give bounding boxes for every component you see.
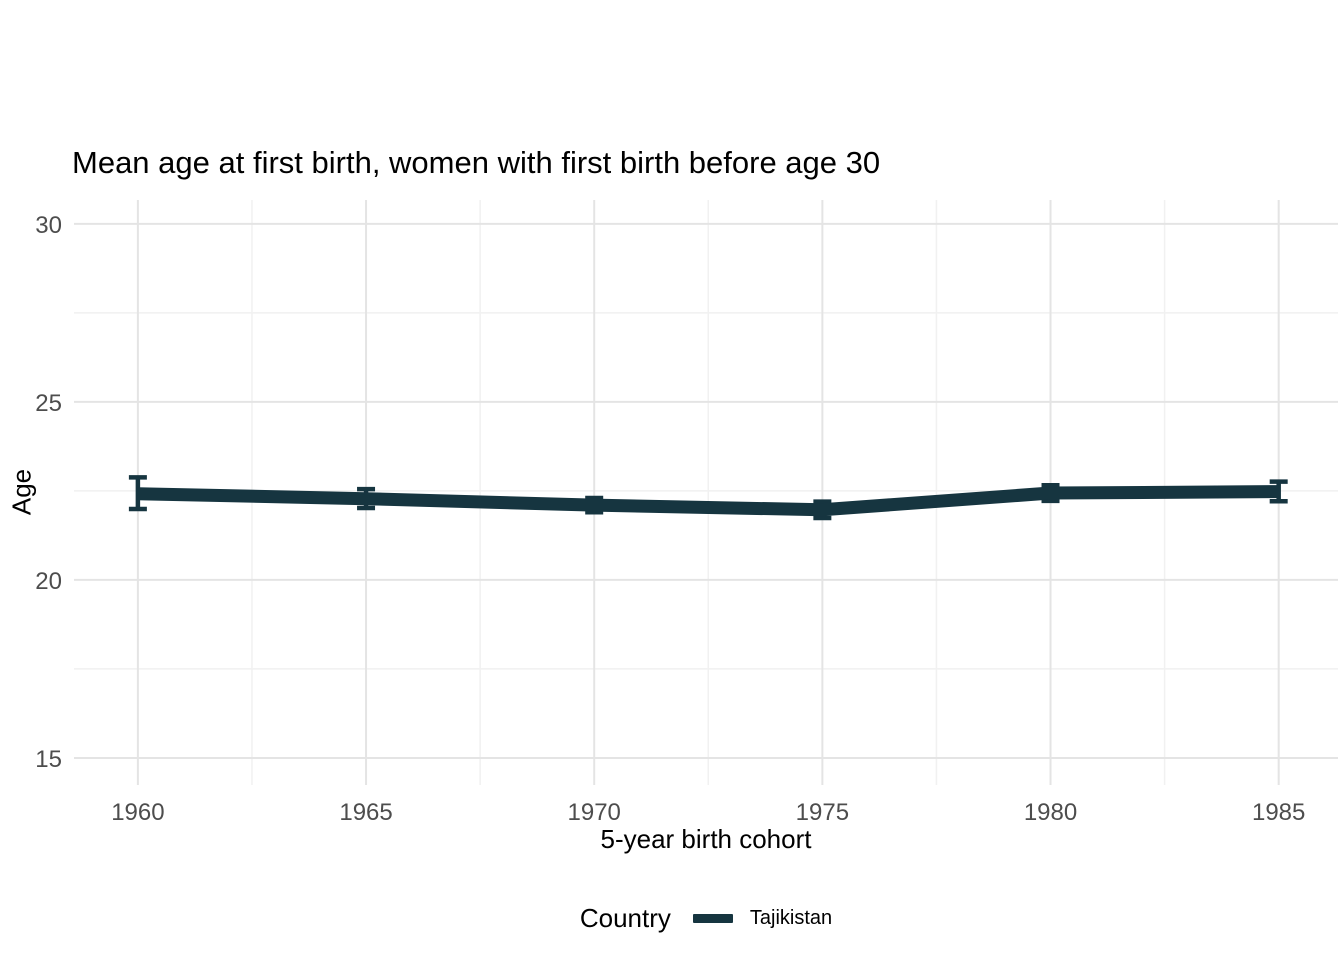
y-tick-label: 15 — [35, 746, 62, 773]
x-tick-label: 1970 — [568, 799, 621, 826]
x-tick-label: 1975 — [796, 799, 849, 826]
series-line-tajikistan — [137, 485, 1279, 517]
legend: Country Tajikistan — [74, 903, 1338, 934]
x-tick-label: 1965 — [339, 799, 392, 826]
chart-title: Mean age at first birth, women with firs… — [72, 145, 881, 180]
x-tick-label: 1985 — [1252, 799, 1305, 826]
x-axis-title: 5-year birth cohort — [600, 824, 812, 854]
x-tick-label: 1960 — [111, 799, 164, 826]
legend-label-tajikistan: Tajikistan — [749, 907, 833, 929]
legend-title: Country — [579, 903, 671, 933]
legend-key-tajikistan — [692, 914, 733, 923]
x-tick-label: 1980 — [1024, 799, 1077, 826]
y-axis-title: Age — [6, 468, 37, 516]
y-tick-label: 30 — [35, 212, 62, 239]
y-tick-label: 25 — [35, 390, 62, 417]
y-tick-label: 20 — [35, 568, 62, 595]
